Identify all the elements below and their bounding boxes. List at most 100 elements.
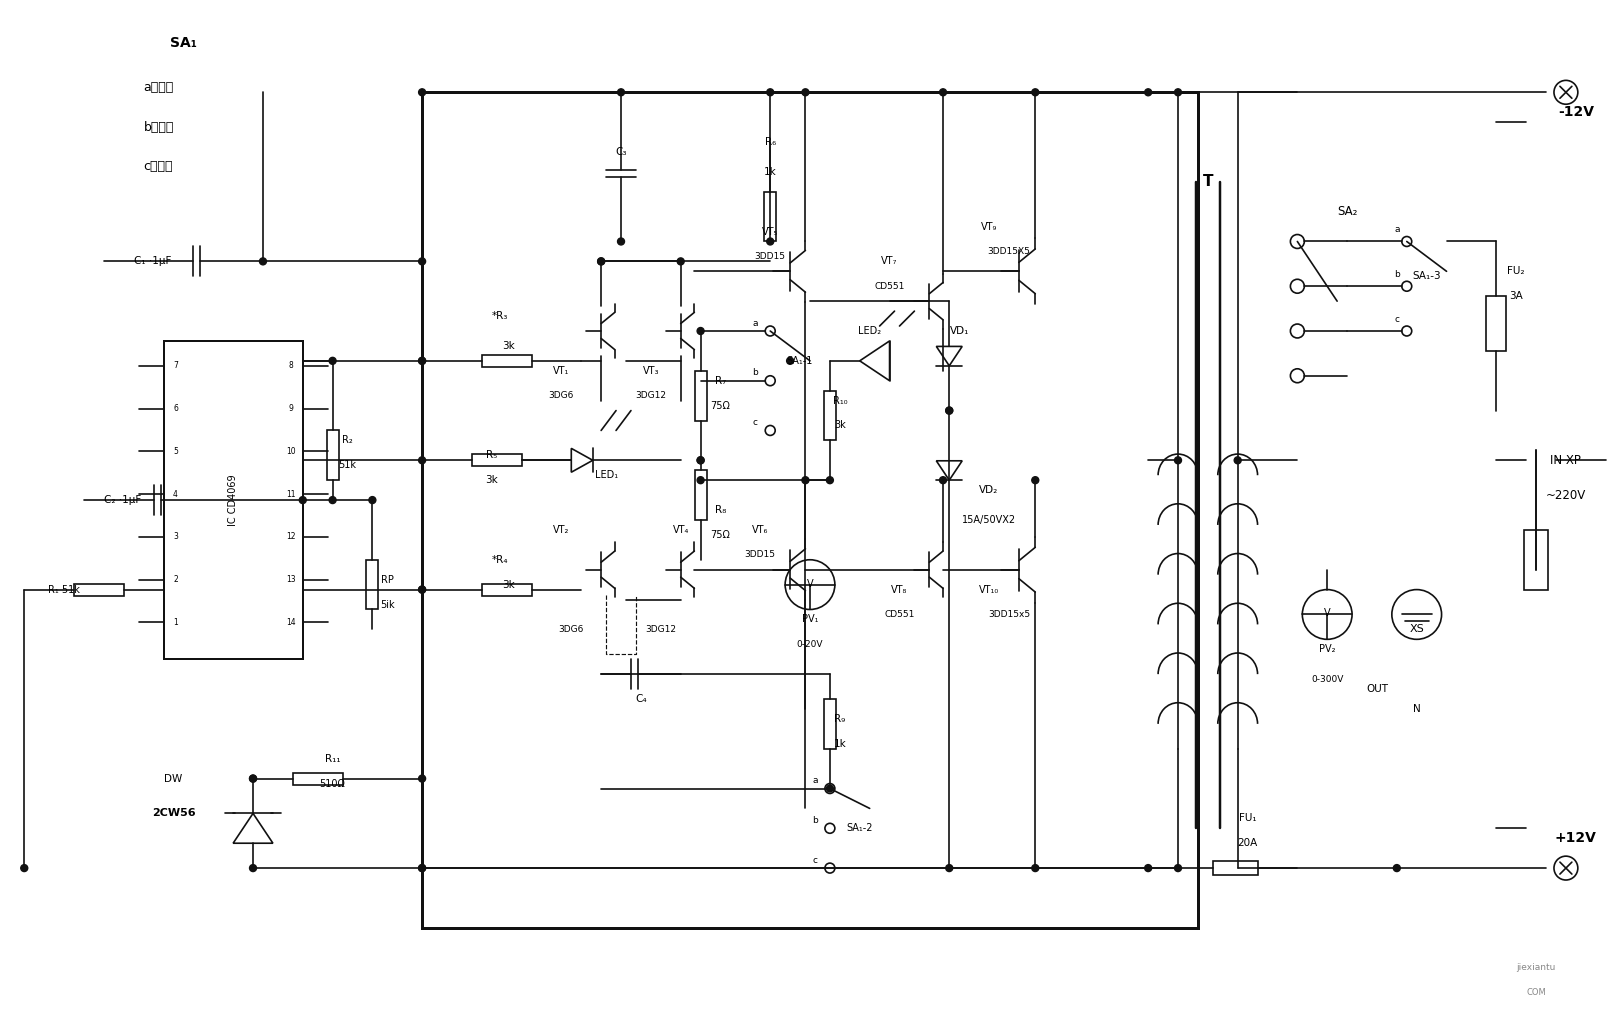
Text: R₁ 51k: R₁ 51k [49,585,79,594]
Text: 3DD15x5: 3DD15x5 [988,610,1030,619]
Bar [366,559,379,610]
Text: PV₁: PV₁ [802,615,818,624]
Text: SA₁: SA₁ [170,36,198,49]
Circle shape [946,864,953,871]
Text: LED₁: LED₁ [595,471,617,480]
Bar [75,584,123,595]
Text: VT₇: VT₇ [881,256,897,267]
Bar [293,772,342,785]
Text: *R₄: *R₄ [492,555,509,564]
Text: R₈: R₈ [714,505,726,515]
Text: COM: COM [1526,988,1545,997]
Text: SA₁-3: SA₁-3 [1413,271,1440,281]
Text: 1: 1 [173,618,178,627]
Circle shape [1174,89,1181,96]
Text: C₁ ·1μF: C₁ ·1μF [134,256,172,267]
Circle shape [21,864,28,871]
Circle shape [697,328,705,335]
Text: 75Ω: 75Ω [711,401,731,411]
Text: 3DG12: 3DG12 [635,391,666,400]
Circle shape [1032,89,1038,96]
Text: OUT: OUT [1366,684,1388,694]
Circle shape [300,496,306,504]
Text: V: V [1324,609,1330,618]
Text: T: T [1202,174,1213,190]
Text: 14: 14 [287,618,295,627]
Text: 10: 10 [287,447,295,456]
Text: C₂ ·1μF: C₂ ·1μF [104,495,141,505]
Text: b: b [812,816,818,825]
Text: VD₁: VD₁ [949,327,969,336]
Text: FU₂: FU₂ [1508,267,1524,276]
Text: jiexiantu: jiexiantu [1516,963,1555,972]
Bar [695,471,706,520]
Circle shape [329,357,335,365]
Text: VT₁₀: VT₁₀ [978,585,1000,594]
Bar [1524,529,1549,589]
Text: -12V: -12V [1558,105,1594,119]
Text: IC CD4069: IC CD4069 [228,474,238,526]
Circle shape [418,357,426,365]
Text: VT₁: VT₁ [552,366,570,376]
Circle shape [1174,457,1181,464]
Text: 2CW56: 2CW56 [152,809,196,819]
Text: 11: 11 [287,489,295,499]
Text: C₄: C₄ [635,694,646,703]
Text: CD551: CD551 [885,610,915,619]
Text: 3DD15: 3DD15 [755,252,786,261]
Text: c: c [1395,314,1400,323]
Bar [423,93,1197,928]
Text: VT₈: VT₈ [891,585,907,594]
Text: SA₁-2: SA₁-2 [847,823,873,833]
Circle shape [1032,864,1038,871]
Text: 15A/50VX2: 15A/50VX2 [962,515,1016,525]
Bar [1486,297,1507,351]
Text: 5ik: 5ik [381,599,395,610]
Text: LED₂: LED₂ [859,327,881,336]
Text: IN XP: IN XP [1550,454,1581,467]
Circle shape [418,258,426,265]
Circle shape [329,496,335,504]
Circle shape [418,89,426,96]
Bar [327,431,339,480]
Text: 3DD15X5: 3DD15X5 [988,247,1030,255]
Circle shape [617,238,624,245]
Text: 3k: 3k [486,475,497,485]
Circle shape [369,496,376,504]
Text: R₁₀: R₁₀ [833,396,847,406]
Text: 3DG6: 3DG6 [559,625,583,633]
Text: 3DG12: 3DG12 [645,625,676,633]
Text: V: V [807,579,813,588]
Circle shape [617,89,624,96]
Text: 3A: 3A [1510,291,1523,301]
Text: 51k: 51k [339,460,356,471]
Text: VD₂: VD₂ [980,485,998,495]
Bar [481,584,531,595]
Circle shape [1393,864,1400,871]
Text: N: N [1413,703,1421,714]
Text: RP: RP [381,575,394,585]
Circle shape [697,477,705,484]
Bar [825,699,836,749]
Text: 8: 8 [288,362,293,371]
Circle shape [766,89,774,96]
Text: VT₅: VT₅ [761,227,778,237]
Circle shape [1174,864,1181,871]
Text: 0-20V: 0-20V [797,640,823,649]
Text: 75Ω: 75Ω [711,529,731,540]
Text: 13: 13 [287,575,295,584]
Circle shape [598,258,604,265]
Circle shape [418,586,426,593]
Text: 510Ω: 510Ω [319,779,345,789]
Circle shape [802,89,808,96]
Text: 9: 9 [288,404,293,413]
Text: 4: 4 [173,489,178,499]
Text: 7: 7 [173,362,178,371]
Text: *R₃: *R₃ [492,311,509,321]
Text: 6: 6 [173,404,178,413]
Text: ~220V: ~220V [1545,488,1586,502]
Text: VT₂: VT₂ [552,525,570,535]
Bar [481,355,531,367]
Text: 1k: 1k [765,167,776,177]
Text: VT₄: VT₄ [672,525,688,535]
